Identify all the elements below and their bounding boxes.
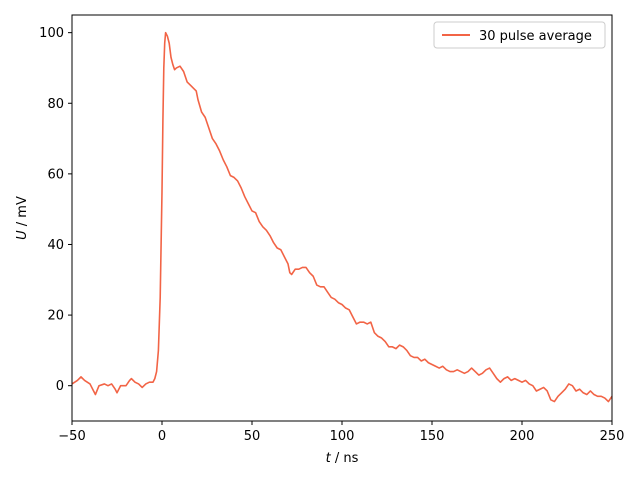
y-axis-label: U / mV	[15, 196, 30, 240]
y-tick-label: 100	[39, 26, 64, 41]
x-tick-label: 100	[330, 429, 355, 444]
y-tick-label: 20	[47, 309, 64, 324]
y-axis-ticks: 0 20 40 60 80 100	[39, 26, 72, 394]
x-axis-ticks: −50 0 50 100 150 200 250	[58, 421, 624, 444]
y-tick-label: 40	[47, 238, 64, 253]
x-axis-label: t / ns	[326, 451, 359, 466]
series-line-0	[71, 31, 613, 403]
x-tick-label: 150	[420, 429, 445, 444]
x-tick-label: −50	[58, 429, 85, 444]
y-tick-label: 0	[56, 379, 64, 394]
legend-box	[433, 21, 606, 49]
legend-entry-label: 30 pulse average	[479, 29, 592, 44]
y-tick-label: 60	[47, 167, 64, 182]
x-tick-label: 250	[600, 429, 625, 444]
x-tick-label: 50	[244, 429, 261, 444]
y-tick-label: 80	[47, 97, 64, 112]
legend: 30 pulse average	[433, 21, 606, 49]
x-tick-label: 200	[510, 429, 535, 444]
axes-frame	[71, 14, 613, 422]
x-tick-label: 0	[158, 429, 166, 444]
plot-content	[71, 31, 613, 403]
